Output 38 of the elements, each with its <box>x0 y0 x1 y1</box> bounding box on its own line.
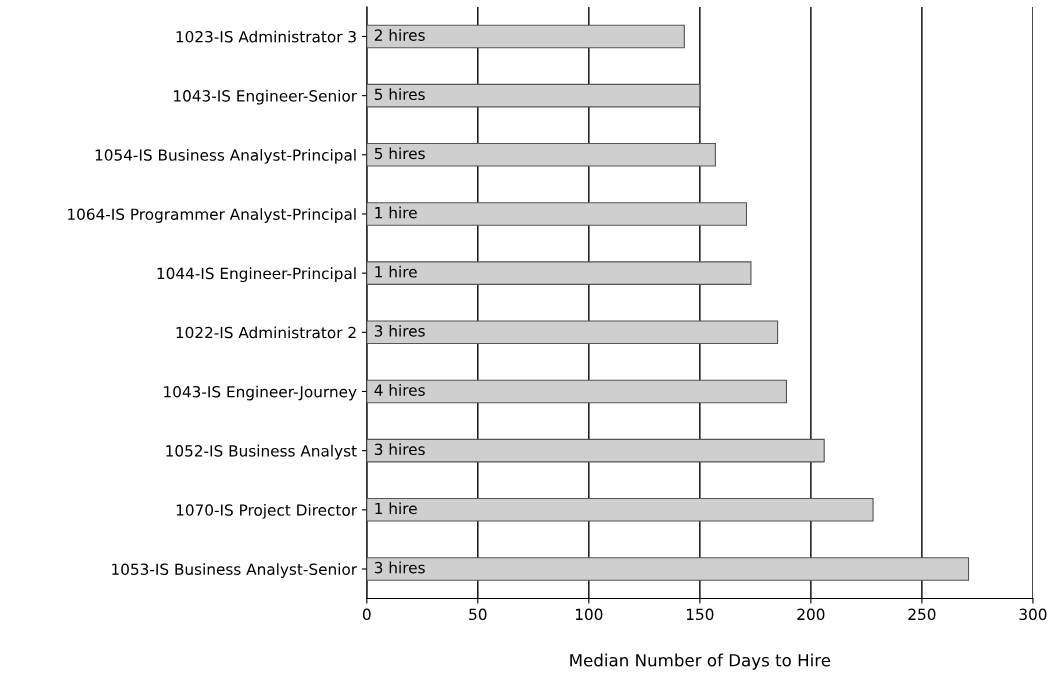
bar <box>366 320 779 345</box>
annotation: 5 hires <box>374 147 425 160</box>
y-tick-label: 1043-IS Engineer-Journey <box>164 385 357 401</box>
bar <box>366 202 748 226</box>
annotation: 1 hire <box>375 265 417 278</box>
annotation: 2 hires <box>374 29 425 41</box>
bar <box>366 24 685 49</box>
bar <box>366 498 874 522</box>
bar <box>366 379 788 404</box>
x-tick-label: 100 <box>575 608 603 621</box>
y-tick-label: 1023-IS Administrator 3 <box>176 30 356 43</box>
annotation: 4 hires <box>374 384 425 396</box>
x-axis-title: Median Number of Days to Hire <box>570 653 831 670</box>
bar <box>366 261 752 285</box>
y-tick-label: 1052-IS Business Analyst <box>166 444 357 460</box>
bar <box>366 557 970 581</box>
annotation: 1 hire <box>375 206 417 219</box>
y-tick-label: 1070-IS Project Director <box>176 504 358 519</box>
x-tick-label: 0 <box>362 608 371 621</box>
x-tick-label: 150 <box>686 608 714 621</box>
annotation: 3 hires <box>374 324 425 337</box>
annotation: 1 hire <box>375 502 417 515</box>
annotation: 3 hires <box>374 561 425 574</box>
annotation: 3 hires <box>374 443 425 456</box>
x-tick-label: 200 <box>797 608 825 621</box>
y-tick-label: 1053-IS Business Analyst-Senior <box>112 563 358 578</box>
y-tick-label: 1064-IS Programmer Analyst-Principal <box>68 208 356 223</box>
y-tick-label: 1054-IS Business Analyst-Principal <box>95 149 356 164</box>
bar <box>366 83 701 108</box>
y-tick-label: 1044-IS Engineer-Principal <box>157 267 356 283</box>
x-tick-label: 250 <box>908 608 936 621</box>
annotation: 5 hires <box>374 88 425 101</box>
y-tick-label: 1022-IS Administrator 2 <box>176 326 356 339</box>
bar <box>366 438 825 463</box>
y-tick-label: 1043-IS Engineer-Senior <box>174 89 358 105</box>
bar <box>366 143 716 167</box>
x-tick-label: 50 <box>469 608 487 621</box>
x-tick-label: 300 <box>1019 608 1047 621</box>
